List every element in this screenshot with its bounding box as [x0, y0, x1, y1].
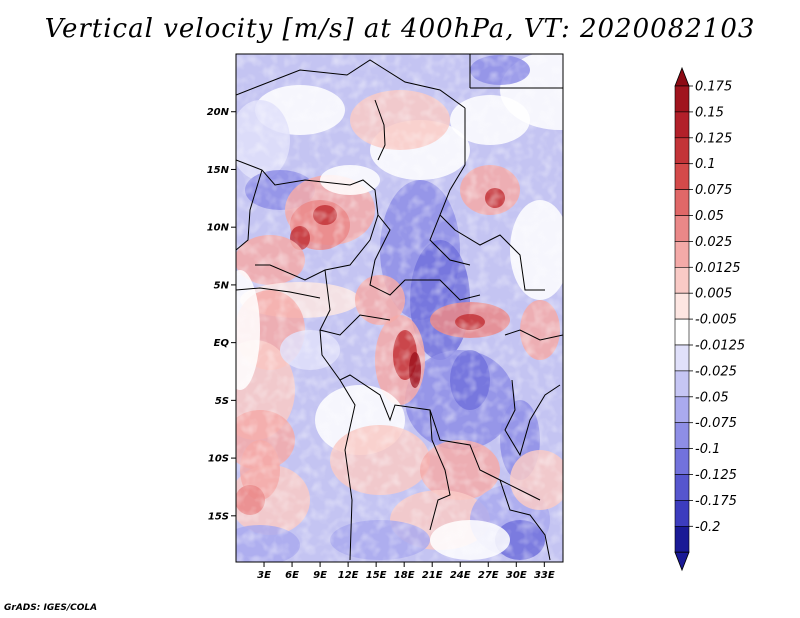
colorbar-swatch — [674, 525, 690, 553]
colorbar-swatch — [674, 266, 690, 294]
colorbar-swatch — [674, 474, 690, 501]
borders-layer — [236, 54, 563, 561]
colorbar-label: -0.05 — [695, 390, 729, 405]
lon-tick-label: 33E — [534, 570, 555, 581]
lat-tick-label: 5N — [214, 280, 230, 291]
border-line — [369, 214, 481, 301]
colorbar-swatch — [674, 318, 690, 346]
chart-title: Vertical velocity [m/s] at 400hPa, VT: 2… — [44, 14, 756, 44]
map-frame — [235, 53, 564, 563]
colorbar-swatch — [674, 163, 690, 190]
colorbar-swatch — [674, 215, 690, 242]
colorbar-swatch — [674, 422, 690, 449]
field-layer — [236, 54, 563, 562]
field-texture — [236, 54, 563, 562]
colorbar-swatch — [674, 370, 690, 398]
border-line — [504, 379, 561, 457]
longitude-axis: 3E 6E 9E 12E 15E 18E 21E 24E 27E 30E 33E — [257, 562, 555, 581]
lon-tick-label: 27E — [478, 570, 499, 581]
colorbar-swatch — [674, 292, 690, 320]
border-line — [339, 379, 356, 561]
border-line — [374, 99, 386, 161]
footer-credit: GrADS: IGES/COLA — [4, 603, 98, 613]
colorbar-label: 0.125 — [695, 131, 732, 146]
colorbar-label: 0.175 — [695, 80, 732, 95]
border-line — [236, 287, 321, 299]
colorbar-swatch — [674, 241, 690, 268]
colorbar-swatch — [674, 111, 690, 139]
lon-tick-label: 6E — [285, 570, 299, 581]
colorbar-label: 0.05 — [695, 209, 724, 224]
lat-tick-label: 10S — [208, 454, 229, 465]
colorbar-label: 0.005 — [695, 287, 732, 302]
latitude-axis: 20N 15N 10N 5N EQ 5S 10S 15S — [207, 107, 236, 522]
border-line — [439, 108, 545, 291]
lat-tick-label: 15S — [208, 511, 229, 522]
lat-tick-label: 15N — [207, 165, 230, 176]
border-line — [319, 329, 541, 501]
colorbar-bottom-arrow — [674, 551, 690, 572]
colorbar-label: -0.075 — [695, 416, 737, 431]
colorbar-label: 0.1 — [695, 157, 716, 172]
colorbar-swatch — [674, 137, 690, 165]
border-line — [236, 159, 379, 281]
border-line — [504, 329, 563, 341]
lon-tick-label: 30E — [506, 570, 527, 581]
lon-tick-label: 3E — [257, 570, 271, 581]
lon-tick-label: 18E — [394, 570, 415, 581]
border-line — [429, 409, 451, 531]
border-line — [429, 214, 471, 266]
colorbar-label: -0.2 — [695, 520, 720, 535]
colorbar-label: -0.0125 — [695, 339, 745, 354]
colorbar-label: -0.005 — [695, 313, 737, 328]
colorbar-label: -0.175 — [695, 494, 737, 509]
colorbar-label: -0.1 — [695, 442, 720, 457]
border-line — [236, 169, 263, 251]
colorbar-top-arrow — [674, 66, 690, 87]
border-line — [236, 59, 466, 109]
lon-tick-label: 21E — [422, 570, 443, 581]
colorbar-label: 0.075 — [695, 183, 732, 198]
lat-tick-label: 5S — [215, 396, 229, 407]
lat-tick-label: 20N — [207, 107, 230, 118]
lon-tick-label: 12E — [338, 570, 359, 581]
lat-tick-label: EQ — [214, 338, 230, 349]
colorbar-label: 0.025 — [695, 235, 732, 250]
border-line — [319, 269, 391, 336]
colorbar-swatch — [674, 500, 690, 527]
colorbar-swatch — [674, 448, 690, 475]
colorbar-label: 0.15 — [695, 105, 724, 120]
colorbar-label: -0.025 — [695, 364, 737, 379]
colorbar-label: -0.125 — [695, 468, 737, 483]
colorbar-swatch — [674, 85, 690, 113]
colorbar-swatch — [674, 344, 690, 372]
lat-tick-label: 10N — [207, 223, 230, 234]
lon-tick-label: 9E — [313, 570, 327, 581]
lon-tick-label: 24E — [450, 570, 471, 581]
colorbar-swatch — [674, 189, 690, 216]
colorbar-swatch — [674, 396, 690, 423]
colorbar-label: 0.0125 — [695, 261, 741, 276]
border-line — [499, 479, 551, 561]
lon-tick-label: 15E — [366, 570, 387, 581]
colorbar: 0.175 0.15 0.125 0.1 0.075 0.05 0.025 0.0125 0.0… — [674, 66, 745, 572]
